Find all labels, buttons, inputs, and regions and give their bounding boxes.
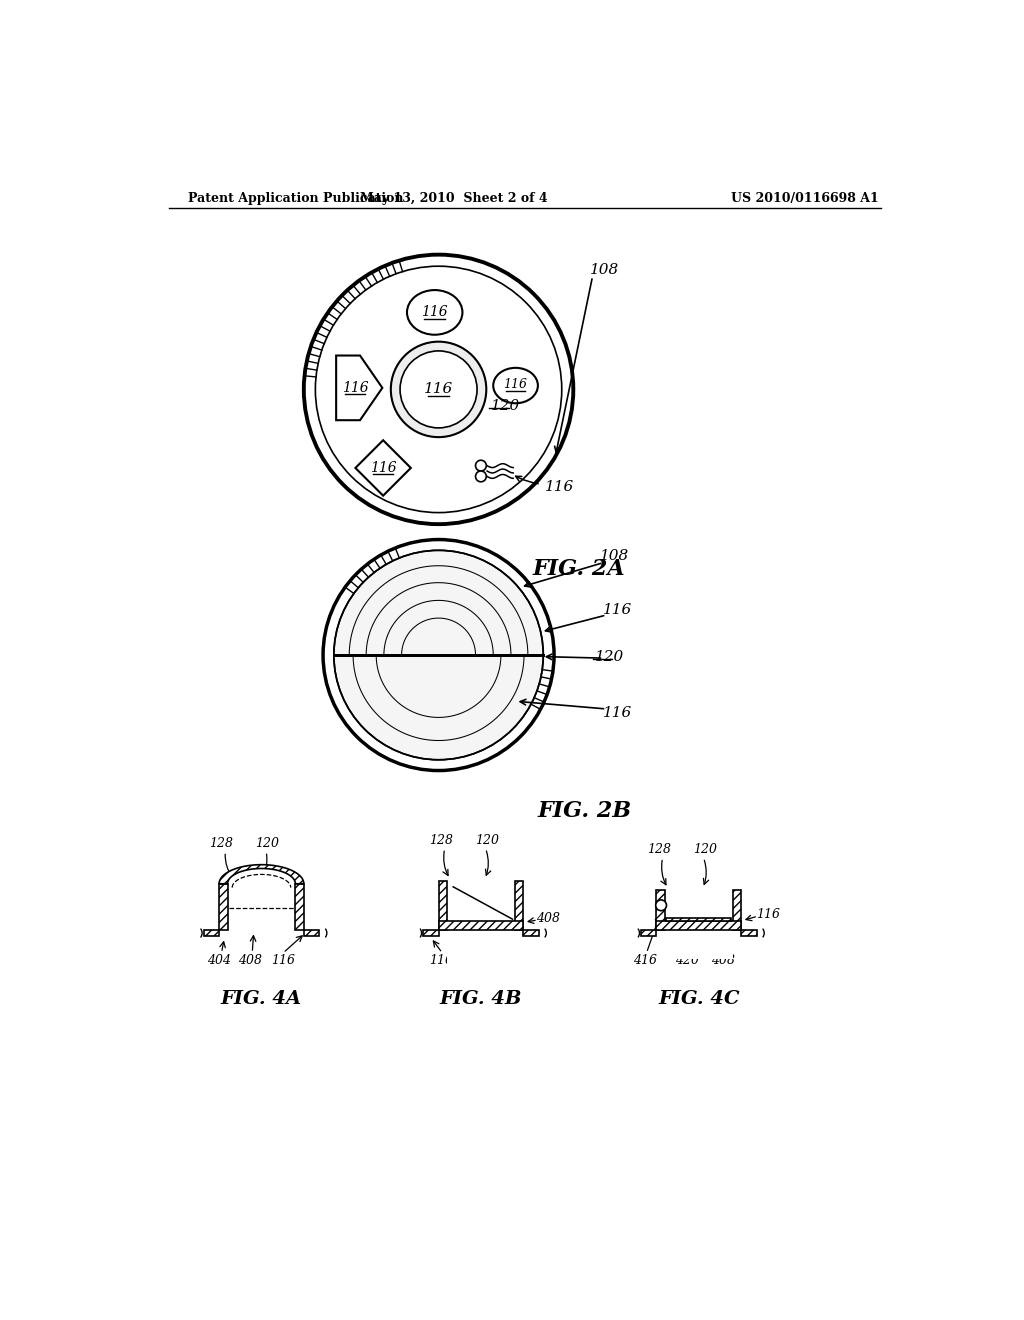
Polygon shape <box>656 921 741 929</box>
Ellipse shape <box>407 290 463 335</box>
Ellipse shape <box>494 368 538 404</box>
Text: FIG. 2A: FIG. 2A <box>532 558 625 579</box>
Circle shape <box>400 351 477 428</box>
Polygon shape <box>304 929 319 936</box>
Circle shape <box>475 471 486 482</box>
Text: FIG. 2B: FIG. 2B <box>538 800 632 821</box>
Polygon shape <box>667 917 731 921</box>
Text: 416: 416 <box>633 954 657 968</box>
Text: 116: 116 <box>370 461 396 475</box>
Text: 128: 128 <box>647 843 671 857</box>
Polygon shape <box>656 890 665 929</box>
Text: 120: 120 <box>595 651 624 664</box>
Circle shape <box>391 342 486 437</box>
Text: 128: 128 <box>210 837 233 850</box>
Text: 404: 404 <box>473 954 497 968</box>
Text: 116: 116 <box>422 305 449 319</box>
Polygon shape <box>741 929 757 936</box>
Polygon shape <box>523 929 539 936</box>
Wedge shape <box>334 655 544 760</box>
Text: 116: 116 <box>429 954 453 968</box>
Polygon shape <box>295 884 304 929</box>
Circle shape <box>323 540 554 771</box>
Text: FIG. 4A: FIG. 4A <box>221 990 302 1008</box>
Text: FIG. 4B: FIG. 4B <box>439 990 522 1008</box>
Circle shape <box>655 900 667 911</box>
Text: 116: 116 <box>602 706 632 719</box>
Text: FIG. 4C: FIG. 4C <box>658 990 739 1008</box>
Polygon shape <box>423 929 438 936</box>
Bar <box>665 921 733 960</box>
Polygon shape <box>204 929 219 936</box>
Polygon shape <box>355 441 411 496</box>
Text: 116: 116 <box>757 908 780 921</box>
Text: 116: 116 <box>424 381 454 396</box>
Text: 408: 408 <box>712 954 735 968</box>
Polygon shape <box>438 921 523 929</box>
Text: 116: 116 <box>271 954 295 968</box>
Bar <box>447 921 515 969</box>
Text: 128: 128 <box>429 834 453 847</box>
Text: 120: 120 <box>475 834 499 847</box>
Text: 420: 420 <box>675 954 699 968</box>
Polygon shape <box>641 929 656 936</box>
Text: 404: 404 <box>207 954 231 968</box>
Text: 408: 408 <box>238 954 262 968</box>
Circle shape <box>475 461 486 471</box>
Text: 116: 116 <box>342 381 369 395</box>
Text: 116: 116 <box>504 378 527 391</box>
Text: 116: 116 <box>545 480 574 494</box>
Polygon shape <box>219 865 304 884</box>
Text: 120: 120 <box>693 843 717 857</box>
Text: 120: 120 <box>256 837 280 850</box>
Polygon shape <box>227 869 295 929</box>
Polygon shape <box>515 880 523 929</box>
Polygon shape <box>733 890 741 929</box>
Polygon shape <box>438 880 447 929</box>
Text: 108: 108 <box>590 263 618 277</box>
Text: 108: 108 <box>600 549 630 564</box>
Wedge shape <box>334 550 544 655</box>
Text: 116: 116 <box>602 603 632 618</box>
Text: 408: 408 <box>537 912 560 925</box>
Text: Patent Application Publication: Patent Application Publication <box>188 191 403 205</box>
Text: 120: 120 <box>490 400 520 413</box>
Text: US 2010/0116698 A1: US 2010/0116698 A1 <box>731 191 879 205</box>
Text: May 13, 2010  Sheet 2 of 4: May 13, 2010 Sheet 2 of 4 <box>360 191 548 205</box>
Polygon shape <box>219 884 227 929</box>
Polygon shape <box>336 355 382 420</box>
